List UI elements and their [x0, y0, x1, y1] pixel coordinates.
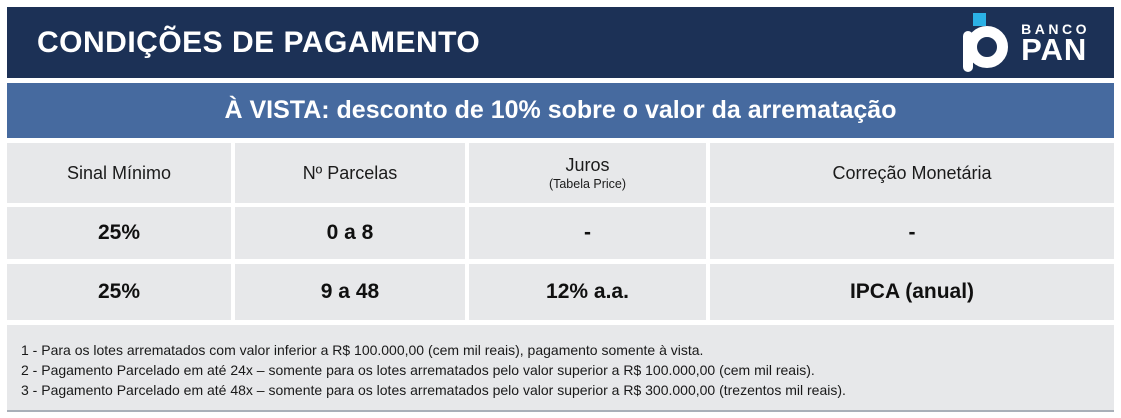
table-cell: 12% a.a.	[469, 264, 706, 320]
table-cell: IPCA (anual)	[710, 264, 1114, 320]
logo-pan-label: PAN	[1021, 31, 1088, 67]
page-title: CONDIÇÕES DE PAGAMENTO	[37, 25, 481, 59]
col-header-correcao-monetaria: Correção Monetária	[710, 143, 1114, 203]
col-header-juros: Juros (Tabela Price)	[469, 143, 706, 203]
footer-notes: 1 - Para os lotes arrematados com valor …	[7, 325, 1114, 412]
cell-value: 25%	[97, 280, 141, 303]
cell-value: -	[584, 221, 591, 244]
cell-value: -	[908, 221, 916, 244]
conditions-table: Sinal Mínimo Nº Parcelas Juros (Tabela P…	[7, 143, 1114, 320]
logo-banco-label: BANCO	[1021, 20, 1090, 37]
cell-value: 0 a 8	[326, 221, 374, 244]
col-header-label: Sinal Mínimo	[66, 162, 172, 183]
cell-value: 25%	[97, 221, 141, 244]
table-cell: 9 a 48	[235, 264, 465, 320]
cell-value: IPCA (anual)	[849, 280, 975, 303]
note-1: 1 - Para os lotes arrematados com valor …	[21, 342, 704, 358]
cell-value: 9 a 48	[320, 280, 380, 303]
cell-value: 12% a.a.	[546, 280, 629, 303]
title-bar: CONDIÇÕES DE PAGAMENTO BANCO PAN	[7, 7, 1114, 78]
col-header-label: Nº Parcelas	[302, 162, 398, 183]
col-header-label: Correção Monetária	[832, 162, 992, 183]
col-header-n-parcelas: Nº Parcelas	[235, 143, 465, 203]
table-cell: -	[469, 207, 706, 259]
table-cell: 25%	[7, 207, 231, 259]
note-2: 2 - Pagamento Parcelado em até 24x – som…	[21, 362, 815, 378]
table-cell: 25%	[7, 264, 231, 320]
col-header-sinal-minimo: Sinal Mínimo	[7, 143, 231, 203]
avista-banner-text: À VISTA: desconto de 10% sobre o valor d…	[224, 96, 897, 124]
banco-pan-logo: BANCO PAN	[963, 13, 1090, 72]
table-cell: 0 a 8	[235, 207, 465, 259]
pan-p-logo-icon	[963, 13, 1009, 72]
logo-dot-icon	[973, 13, 987, 26]
col-header-sublabel: (Tabela Price)	[548, 177, 627, 191]
note-3: 3 - Pagamento Parcelado em até 48x – som…	[21, 382, 846, 398]
table-cell: -	[710, 207, 1114, 259]
logo-text: BANCO PAN	[1021, 20, 1090, 67]
col-header-label: Juros	[565, 155, 610, 175]
avista-banner: À VISTA: desconto de 10% sobre o valor d…	[7, 83, 1114, 138]
